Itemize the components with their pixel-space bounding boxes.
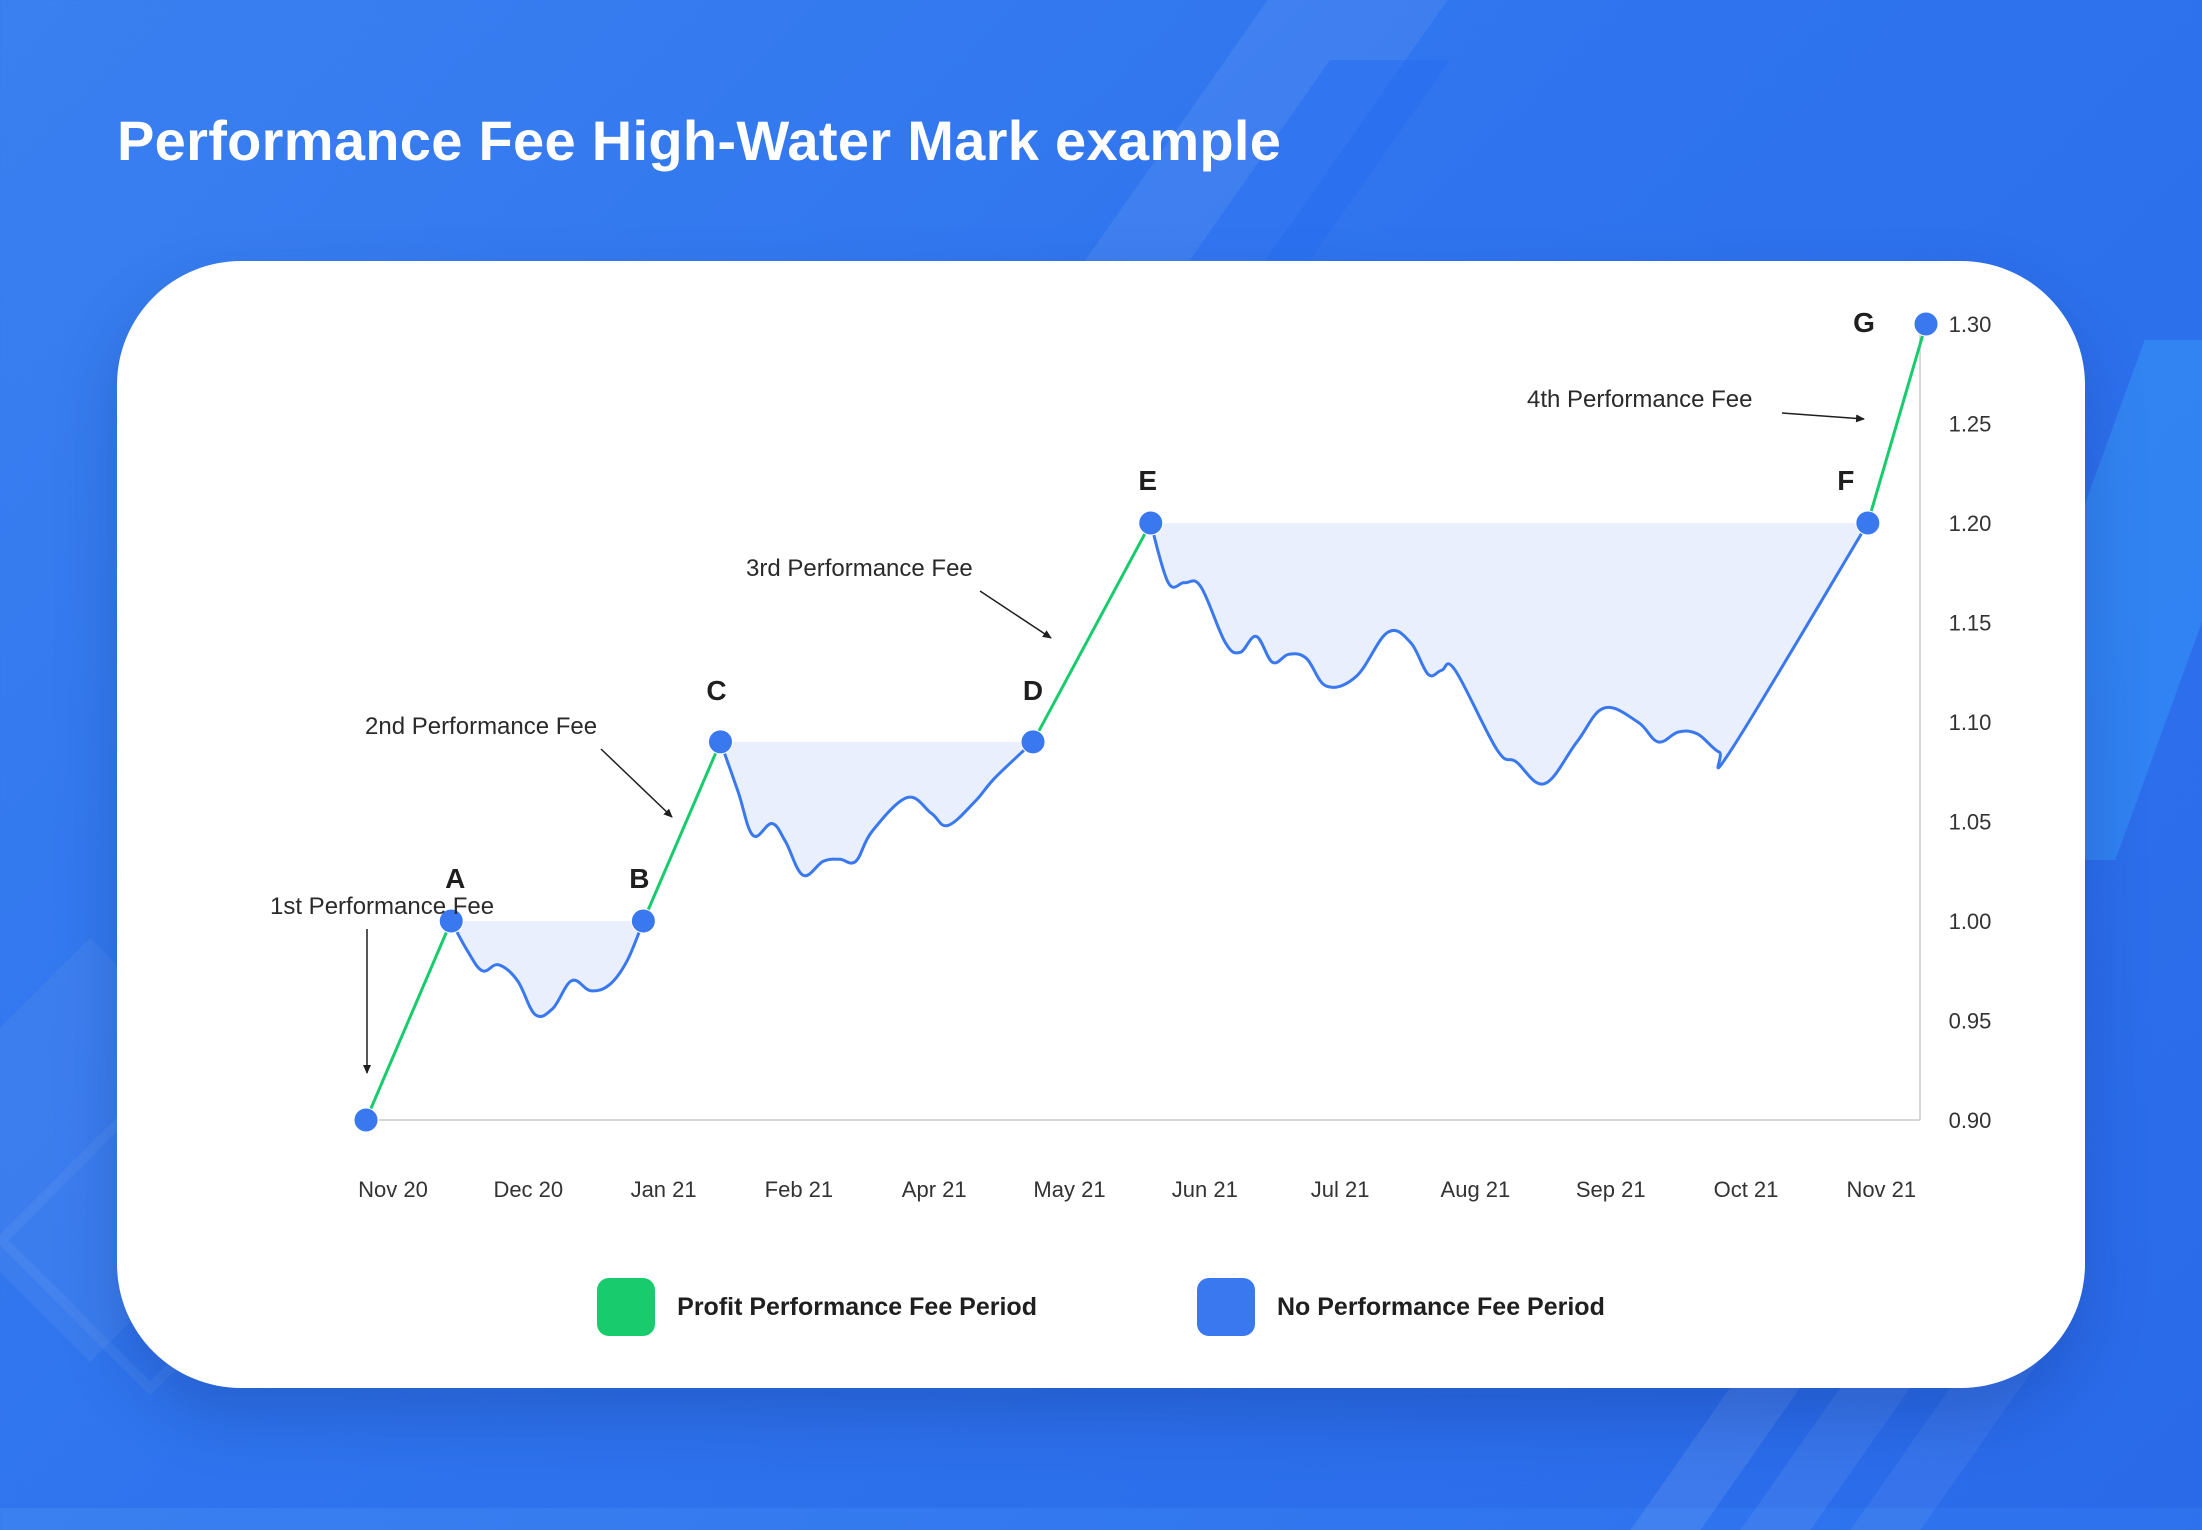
y-tick-label: 1.10 — [1949, 710, 1992, 735]
y-tick-label: 0.95 — [1949, 1009, 1992, 1034]
chart: 1.30 1.25 1.20 1.15 1.10 1.05 1.00 0.95 0.90 Nov … — [270, 307, 1992, 1202]
profit-period-line — [1031, 521, 1153, 744]
profit-period-line — [364, 919, 453, 1122]
legend-label-no-fee: No Performance Fee Period — [1276, 1292, 1605, 1321]
key-point-marker — [1138, 510, 1164, 536]
x-tick-label: Oct 21 — [1714, 1177, 1779, 1202]
x-tick-label: Nov 21 — [1846, 1177, 1916, 1202]
point-label-a: A — [445, 863, 465, 894]
point-label-d: D — [1023, 675, 1043, 706]
x-tick-label: Nov 20 — [358, 1177, 428, 1202]
key-point-marker — [1855, 510, 1881, 536]
y-tick-label: 1.15 — [1949, 611, 1992, 636]
legend-label-profit: Profit Performance Fee Period — [677, 1292, 1037, 1321]
point-label-g: G — [1853, 307, 1875, 338]
key-point-marker — [353, 1107, 379, 1133]
point-label-f: F — [1837, 465, 1854, 496]
legend-item-profit: Profit Performance Fee Period — [597, 1278, 1037, 1336]
high-water-mark-region — [451, 921, 644, 1017]
point-label-b: B — [629, 863, 649, 894]
chart-legend: Profit Performance Fee Period No Perform… — [117, 1278, 2085, 1336]
no-fee-period-line — [719, 740, 1035, 878]
high-water-mark-region — [720, 741, 1033, 876]
page-title: Performance Fee High-Water Mark example — [117, 109, 1282, 172]
point-label-c: C — [706, 675, 726, 706]
legend-item-no-fee: No Performance Fee Period — [1196, 1278, 1605, 1336]
point-label-e: E — [1138, 465, 1157, 496]
annotation-label: 1st Performance Fee — [270, 893, 494, 920]
x-tick-label: Feb 21 — [765, 1177, 834, 1202]
key-point-marker — [1020, 729, 1046, 755]
y-tick-label: 1.00 — [1949, 909, 1992, 934]
y-tick-label: 1.30 — [1949, 312, 1992, 337]
x-tick-label: Jun 21 — [1172, 1177, 1238, 1202]
no-fee-period-line — [1149, 521, 1870, 786]
x-tick-label: Aug 21 — [1441, 1177, 1511, 1202]
annotation-label: 4th Performance Fee — [1527, 386, 1752, 413]
profit-period-line — [1866, 322, 1928, 525]
y-tick-label: 1.05 — [1949, 810, 1992, 835]
legend-swatch-no-fee — [1196, 1278, 1255, 1336]
y-tick-label: 1.25 — [1949, 412, 1992, 437]
high-water-mark-region — [1150, 523, 1868, 785]
x-tick-label: Dec 20 — [493, 1177, 563, 1202]
legend-swatch-profit — [597, 1278, 656, 1336]
annotation-arrow — [979, 590, 1052, 639]
key-point-marker — [438, 908, 464, 934]
x-tick-label: Sep 21 — [1576, 1177, 1646, 1202]
profit-period-line — [641, 740, 722, 923]
key-point-marker — [1913, 311, 1939, 337]
x-tick-label: Jan 21 — [631, 1177, 697, 1202]
annotation-arrow — [1781, 412, 1865, 423]
y-tick-label: 1.20 — [1949, 511, 1992, 536]
x-tick-label: Apr 21 — [902, 1177, 967, 1202]
annotation-label: 3rd Performance Fee — [746, 555, 973, 582]
no-fee-period-line — [449, 919, 645, 1019]
key-point-marker — [630, 908, 656, 934]
annotation-label: 2nd Performance Fee — [365, 713, 597, 740]
annotation-arrow — [600, 748, 673, 818]
x-tick-label: May 21 — [1033, 1177, 1105, 1202]
chart-card: 1.30 1.25 1.20 1.15 1.10 1.05 1.00 0.95 0.90 Nov … — [117, 261, 2085, 1388]
x-tick-label: Jul 21 — [1311, 1177, 1370, 1202]
key-point-marker — [707, 729, 733, 755]
y-tick-label: 0.90 — [1949, 1108, 1992, 1133]
